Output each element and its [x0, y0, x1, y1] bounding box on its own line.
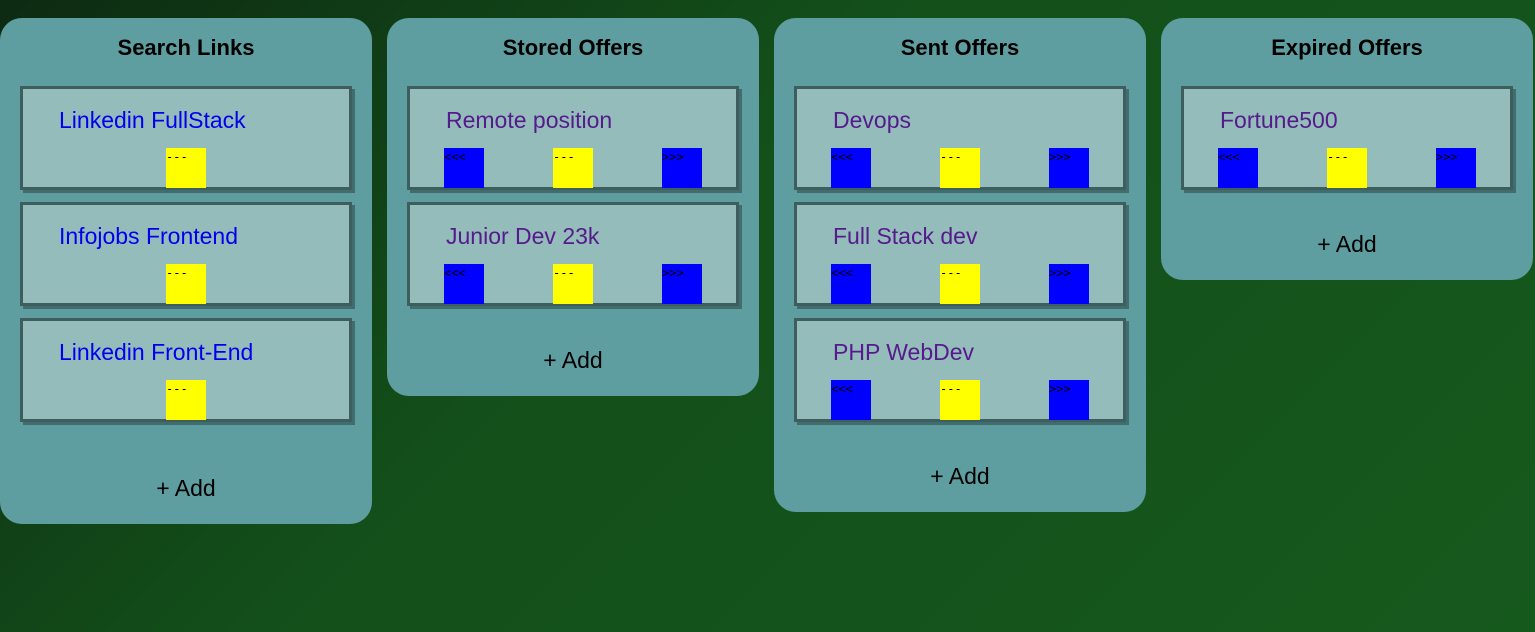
card-link[interactable]: Devops — [833, 107, 911, 133]
card-options-label: --- — [940, 266, 962, 280]
add-card-button[interactable]: + Add — [543, 347, 603, 373]
card-link[interactable]: Junior Dev 23k — [446, 223, 600, 249]
card-options-label: --- — [166, 382, 188, 396]
card-options-label: --- — [553, 150, 575, 164]
move-left-button[interactable]: <<< — [831, 148, 871, 188]
column-search-links: Search Links Linkedin FullStack --- Info… — [0, 18, 372, 524]
card-link[interactable]: Remote position — [446, 107, 613, 133]
add-card-button[interactable]: + Add — [1317, 231, 1377, 257]
column-sent-offers: Sent Offers Devops <<< --- >>> Full Stac… — [774, 18, 1146, 512]
move-left-button[interactable]: <<< — [444, 148, 484, 188]
move-right-button[interactable]: >>> — [1436, 148, 1476, 188]
card-list: Devops <<< --- >>> Full Stack dev <<< --… — [774, 86, 1146, 434]
card-options-button[interactable]: --- — [166, 264, 206, 304]
column-stored-offers: Stored Offers Remote position <<< --- >>… — [387, 18, 759, 396]
search-link-card: Linkedin Front-End --- — [20, 318, 352, 422]
move-right-button[interactable]: >>> — [1049, 264, 1089, 304]
kanban-board: Search Links Linkedin FullStack --- Info… — [0, 18, 1535, 524]
move-right-label: >>> — [662, 266, 684, 280]
move-left-button[interactable]: <<< — [831, 380, 871, 420]
offer-card: Devops <<< --- >>> — [794, 86, 1126, 190]
card-options-button[interactable]: --- — [553, 264, 593, 304]
move-right-label: >>> — [1049, 150, 1071, 164]
add-card-button[interactable]: + Add — [156, 475, 216, 501]
card-link[interactable]: Linkedin FullStack — [59, 107, 246, 133]
card-options-button[interactable]: --- — [940, 380, 980, 420]
move-left-button[interactable]: <<< — [444, 264, 484, 304]
card-options-label: --- — [940, 150, 962, 164]
card-options-button[interactable]: --- — [166, 380, 206, 420]
move-right-button[interactable]: >>> — [662, 148, 702, 188]
card-options-button[interactable]: --- — [166, 148, 206, 188]
card-link[interactable]: Fortune500 — [1220, 107, 1338, 133]
card-options-button[interactable]: --- — [940, 264, 980, 304]
column-title: Expired Offers — [1271, 35, 1423, 60]
move-right-label: >>> — [1049, 382, 1071, 396]
move-left-label: <<< — [1218, 150, 1240, 164]
card-link[interactable]: Full Stack dev — [833, 223, 978, 249]
card-options-label: --- — [940, 382, 962, 396]
offer-card: Full Stack dev <<< --- >>> — [794, 202, 1126, 306]
column-title: Sent Offers — [900, 35, 1020, 60]
card-options-label: --- — [553, 266, 575, 280]
move-right-label: >>> — [1436, 150, 1458, 164]
move-right-button[interactable]: >>> — [1049, 380, 1089, 420]
offer-card: Fortune500 <<< --- >>> — [1181, 86, 1513, 190]
move-left-label: <<< — [831, 150, 853, 164]
card-list: Remote position <<< --- >>> Junior Dev 2… — [387, 86, 759, 318]
move-left-label: <<< — [831, 266, 853, 280]
card-link[interactable]: Linkedin Front-End — [59, 339, 254, 365]
card-options-label: --- — [166, 150, 188, 164]
column-expired-offers: Expired Offers Fortune500 <<< --- >>> + … — [1161, 18, 1533, 280]
card-options-button[interactable]: --- — [553, 148, 593, 188]
add-card-button[interactable]: + Add — [930, 463, 990, 489]
card-link[interactable]: PHP WebDev — [833, 339, 975, 365]
card-list: Linkedin FullStack --- Infojobs Frontend… — [0, 86, 372, 434]
move-right-label: >>> — [662, 150, 684, 164]
card-list: Fortune500 <<< --- >>> — [1161, 86, 1533, 202]
move-left-label: <<< — [831, 382, 853, 396]
search-link-card: Infojobs Frontend --- — [20, 202, 352, 306]
card-options-label: --- — [1327, 150, 1349, 164]
move-left-label: <<< — [444, 266, 466, 280]
move-right-button[interactable]: >>> — [1049, 148, 1089, 188]
move-left-button[interactable]: <<< — [831, 264, 871, 304]
move-right-button[interactable]: >>> — [662, 264, 702, 304]
move-right-label: >>> — [1049, 266, 1071, 280]
card-link[interactable]: Infojobs Frontend — [59, 223, 239, 249]
offer-card: Junior Dev 23k <<< --- >>> — [407, 202, 739, 306]
card-options-button[interactable]: --- — [940, 148, 980, 188]
column-title: Search Links — [117, 35, 255, 60]
move-left-button[interactable]: <<< — [1218, 148, 1258, 188]
column-title: Stored Offers — [502, 35, 644, 60]
search-link-card: Linkedin FullStack --- — [20, 86, 352, 190]
move-left-label: <<< — [444, 150, 466, 164]
offer-card: PHP WebDev <<< --- >>> — [794, 318, 1126, 422]
card-options-button[interactable]: --- — [1327, 148, 1367, 188]
card-options-label: --- — [166, 266, 188, 280]
offer-card: Remote position <<< --- >>> — [407, 86, 739, 190]
